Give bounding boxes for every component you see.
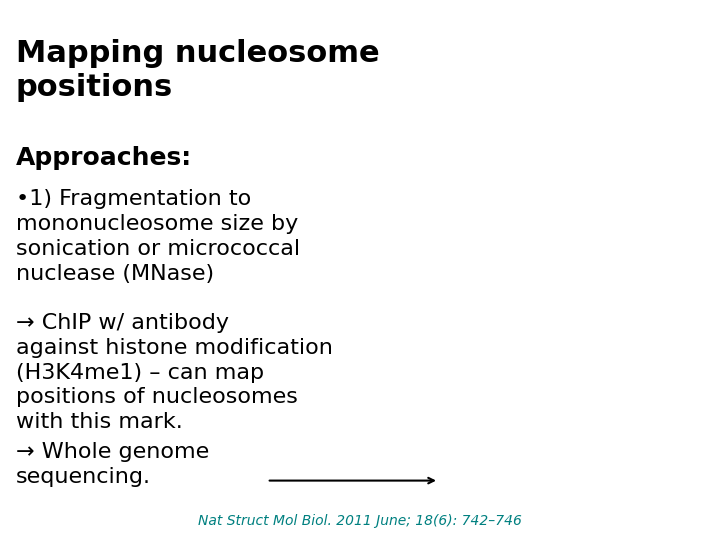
Text: → ChIP w/ antibody
against histone modification
(H3K4me1) – can map
positions of: → ChIP w/ antibody against histone modif… (16, 313, 333, 432)
Text: •1) Fragmentation to
mononucleosome size by
sonication or micrococcal
nuclease (: •1) Fragmentation to mononucleosome size… (16, 190, 300, 284)
Text: Mapping nucleosome
positions: Mapping nucleosome positions (16, 39, 379, 102)
Text: → Whole genome
sequencing.: → Whole genome sequencing. (16, 442, 209, 487)
Text: Nat Struct Mol Biol. 2011 June; 18(6): 742–746: Nat Struct Mol Biol. 2011 June; 18(6): 7… (198, 514, 522, 528)
Text: Approaches:: Approaches: (16, 146, 192, 171)
